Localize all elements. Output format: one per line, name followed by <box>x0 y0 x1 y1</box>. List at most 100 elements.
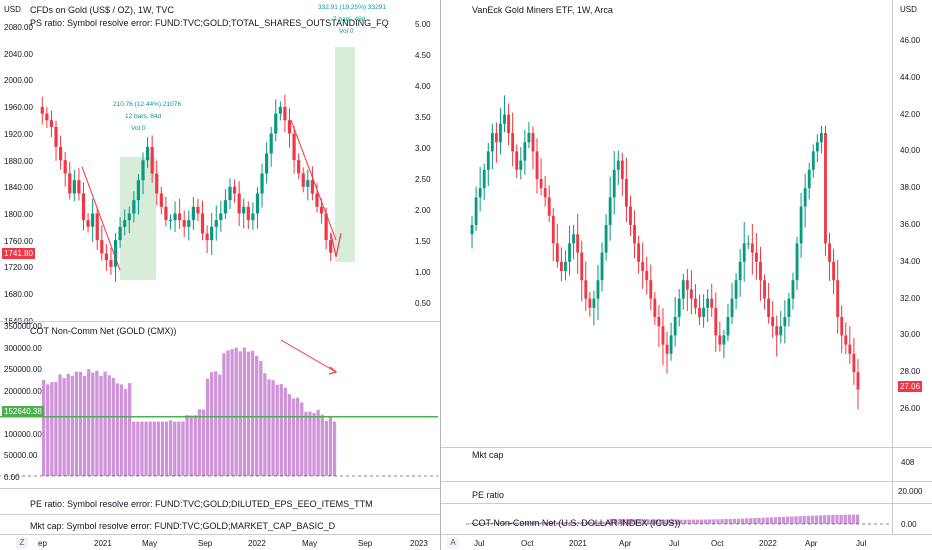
etf-candle-body <box>531 133 535 152</box>
right-cot-bar <box>794 516 798 524</box>
left-axis-mode-button[interactable]: Z <box>16 537 28 549</box>
right-cot-bar <box>543 522 548 524</box>
right-cot-bar <box>626 519 630 524</box>
right-cot-bar <box>621 519 626 524</box>
right-cot-bar <box>765 517 769 524</box>
left-ratio-axis-tick: 4.50 <box>415 51 431 60</box>
cot-bar <box>214 371 218 476</box>
etf-candle-body <box>584 280 588 299</box>
left-price-plot[interactable] <box>38 20 433 320</box>
candle-body <box>45 113 49 121</box>
right-mkt-pane-divider[interactable] <box>441 481 932 482</box>
etf-candle-body <box>474 197 478 225</box>
candle-body <box>319 206 324 214</box>
candle-body <box>58 146 63 161</box>
right-pe-axis: 20.000 <box>898 487 923 496</box>
right-time-axis-tick: 2021 <box>569 539 587 548</box>
etf-candle-body <box>775 326 779 336</box>
etf-candle-body <box>852 353 856 373</box>
right-chart[interactable]: VanEck Gold Miners ETF, 1W, Arca USD 46.… <box>441 0 932 550</box>
etf-candle-body <box>527 133 531 143</box>
candle-body <box>136 180 141 201</box>
right-cot-bar <box>630 519 634 524</box>
etf-candle-body <box>649 280 653 299</box>
right-price-axis-tick: 46.00 <box>900 36 921 45</box>
trend-line-2 <box>290 120 337 241</box>
left-cot-pane-divider[interactable] <box>0 488 440 489</box>
cot-bar <box>181 421 185 476</box>
candle-body <box>297 160 301 174</box>
right-cot-bar <box>535 522 539 524</box>
etf-candle-body <box>592 298 596 308</box>
etf-candle-body <box>722 335 726 345</box>
right-cot-bar <box>580 521 585 524</box>
left-pe-pane-divider[interactable] <box>0 514 440 515</box>
etf-candle-body <box>470 225 474 235</box>
etf-candle-body <box>811 151 815 170</box>
right-price-plot[interactable] <box>466 30 891 420</box>
candle-body <box>164 206 168 221</box>
right-cot-bar <box>584 521 589 524</box>
cot-bar <box>78 371 83 476</box>
right-price-axis-tick: 44.00 <box>900 72 921 82</box>
right-cot-bar <box>802 515 806 524</box>
left-cot-axis-tick: 100000.00 <box>4 429 42 439</box>
cot-bar <box>82 375 87 476</box>
right-cot-bar <box>654 519 659 524</box>
right-cot-bar <box>827 515 831 524</box>
cot-bar <box>164 421 169 476</box>
cot-bar <box>91 372 95 476</box>
left-chart[interactable]: CFDs on Gold (US$ / OZ), 1W, TVC PS rati… <box>0 0 440 550</box>
etf-candle-body <box>503 114 506 124</box>
candle-body <box>91 213 95 227</box>
etf-candle-body <box>588 298 592 308</box>
etf-candle-body <box>836 280 840 317</box>
right-cot-bar <box>732 518 737 524</box>
right-cot-bar <box>486 522 490 524</box>
candle-body <box>306 180 310 187</box>
left-last-price-tag: 1741.80 <box>2 248 35 259</box>
left-ratio-axis-tick: 4.00 <box>415 82 431 91</box>
right-cot-bar <box>552 522 556 524</box>
right-price-axis-tick: 30.00 <box>900 330 921 340</box>
right-time-axis-line <box>441 534 932 535</box>
right-cot-bar <box>548 522 552 524</box>
right-cot-bar <box>539 522 544 524</box>
right-pe-pane-divider[interactable] <box>441 503 932 504</box>
etf-candle-body <box>608 197 612 225</box>
candle-body <box>54 126 58 147</box>
etf-candle-body <box>807 169 811 189</box>
left-cot-axis-tick: 350000.00 <box>4 322 42 331</box>
measure-2-line2: 7 bars, 49d <box>333 16 366 23</box>
right-cot-plot[interactable] <box>466 508 891 528</box>
etf-candle-body <box>685 280 689 290</box>
right-cot-bar <box>506 522 511 524</box>
etf-candle-body <box>486 151 490 170</box>
candle-body <box>274 113 278 134</box>
right-cot-bar <box>777 517 782 524</box>
right-cot-bar <box>650 519 654 524</box>
right-pe-label: PE ratio <box>472 490 505 500</box>
left-ratio-axis-tick: 1.50 <box>415 237 431 246</box>
candle-body <box>205 233 209 241</box>
left-cot-plot[interactable] <box>0 339 438 480</box>
left-price-pane-divider[interactable] <box>0 321 440 322</box>
etf-candle-body <box>645 271 649 281</box>
measure-2-line3: Vol 0 <box>339 28 354 35</box>
right-cot-bar <box>568 521 572 524</box>
cot-bar <box>296 397 300 476</box>
etf-candle-body <box>754 252 758 262</box>
chart-split-divider[interactable] <box>440 0 441 550</box>
left-ratio-axis-tick: 2.50 <box>415 175 431 184</box>
right-cot-bar <box>560 522 564 524</box>
right-cot-bar <box>642 519 646 524</box>
right-price-pane-divider[interactable] <box>441 447 932 448</box>
cot-bar <box>70 375 74 476</box>
right-axis-mode-button[interactable]: A <box>447 537 459 549</box>
etf-candle-body <box>702 307 706 317</box>
cot-bar <box>132 421 136 476</box>
candle-body <box>269 133 273 154</box>
left-cot-axis-tick: 200000.00 <box>4 386 42 396</box>
candle-body <box>132 200 136 214</box>
right-time-axis-tick: Jul <box>474 539 485 548</box>
